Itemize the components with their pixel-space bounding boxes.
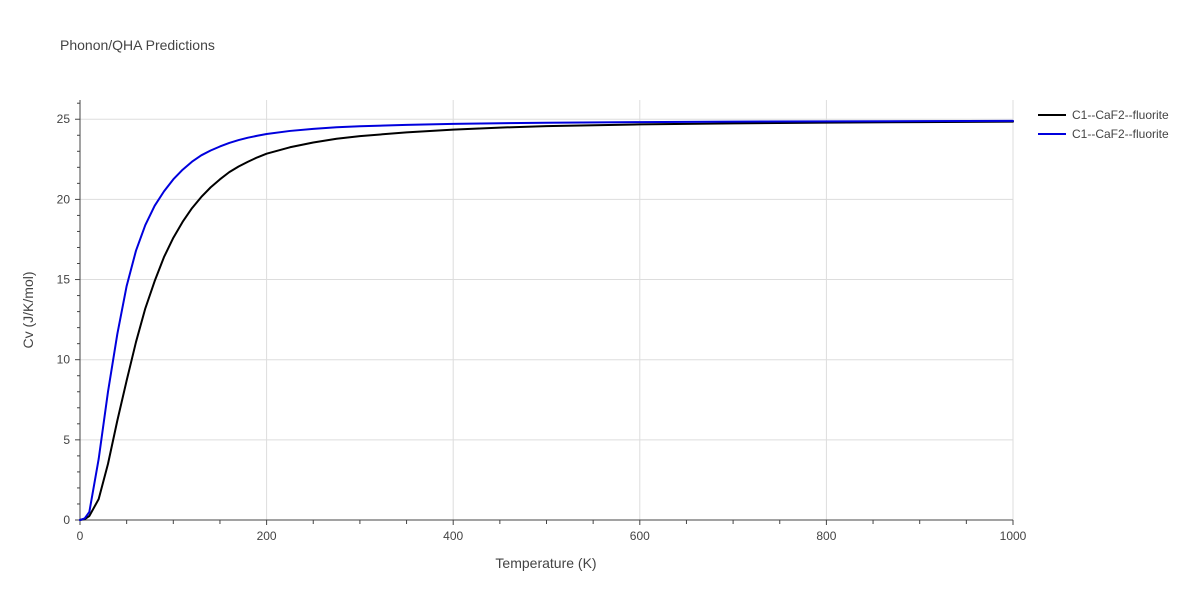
legend-item-2[interactable]: C1--CaF2--fluorite — [1038, 127, 1169, 141]
grid-lines — [80, 100, 1014, 520]
x-tick-label: 1000 — [1000, 529, 1027, 543]
legend-item-1[interactable]: C1--CaF2--fluorite — [1038, 108, 1169, 122]
x-axis-ticks: 0 200 400 600 800 1000 — [77, 520, 1027, 543]
axes — [79, 100, 1013, 521]
legend-label: C1--CaF2--fluorite — [1072, 127, 1169, 141]
x-tick-label: 0 — [77, 529, 84, 543]
x-tick-label: 600 — [630, 529, 650, 543]
legend-label: C1--CaF2--fluorite — [1072, 108, 1169, 122]
y-tick-label: 0 — [63, 513, 70, 527]
x-tick-label: 400 — [443, 529, 463, 543]
series-line-2 — [79, 119, 1014, 521]
y-tick-label: 10 — [57, 353, 71, 367]
y-tick-label: 20 — [57, 192, 71, 206]
series-line-1 — [79, 120, 1014, 521]
y-tick-label: 15 — [57, 273, 71, 287]
x-tick-label: 800 — [816, 529, 836, 543]
y-tick-label: 5 — [63, 433, 70, 447]
y-axis-label: Cv (J/K/mol) — [20, 272, 36, 349]
chart-title: Phonon/QHA Predictions — [60, 37, 215, 53]
series-layer — [79, 119, 1014, 521]
y-axis-ticks: 0 5 10 15 20 25 — [57, 102, 80, 527]
x-axis-label: Temperature (K) — [495, 555, 596, 571]
y-tick-label: 25 — [57, 112, 71, 126]
legend[interactable]: C1--CaF2--fluorite C1--CaF2--fluorite — [1038, 108, 1169, 141]
x-tick-label: 200 — [257, 529, 277, 543]
